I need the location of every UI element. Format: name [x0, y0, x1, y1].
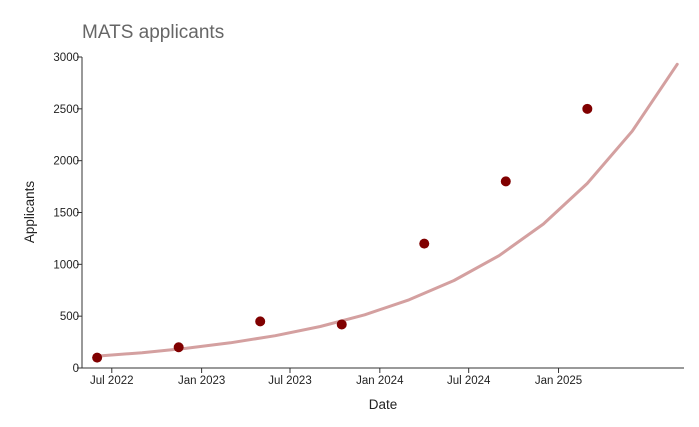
x-axis-title: Date — [369, 397, 398, 412]
y-tick-label: 2500 — [53, 104, 79, 116]
y-axis-title: Applicants — [22, 181, 37, 244]
x-tick-label: Jan 2024 — [356, 375, 404, 387]
data-point — [419, 238, 430, 249]
y-tick-label: 0 — [73, 363, 79, 375]
trend-line — [95, 62, 679, 358]
data-point — [336, 319, 347, 330]
x-tick-label: Jan 2025 — [535, 375, 582, 387]
x-tick-label: Jul 2024 — [447, 375, 491, 387]
y-tick-label: 2000 — [53, 156, 79, 168]
x-tick-label: Jan 2023 — [178, 375, 225, 387]
y-tick-label: 1500 — [53, 208, 79, 220]
y-tick-label: 1000 — [53, 259, 79, 271]
data-points — [92, 103, 593, 363]
y-tick-label: 500 — [60, 311, 79, 323]
data-point — [173, 342, 184, 353]
y-tick-label: 3000 — [53, 52, 79, 64]
data-point — [500, 176, 511, 187]
x-tick-label: Jul 2023 — [268, 375, 311, 387]
chart-title: MATS applicants — [82, 22, 224, 43]
x-tick-label: Jul 2022 — [90, 375, 133, 387]
data-point — [582, 103, 593, 114]
data-point — [255, 316, 266, 327]
x-axis-ticks: Jul 2022 Jan 2023 Jul 2023 Jan 2024 Jul 2024… — [90, 368, 582, 387]
data-point — [92, 352, 103, 363]
y-axis-ticks: 0 500 1000 1500 2000 2500 3000 — [53, 52, 82, 375]
trend-line-layer — [95, 62, 679, 358]
